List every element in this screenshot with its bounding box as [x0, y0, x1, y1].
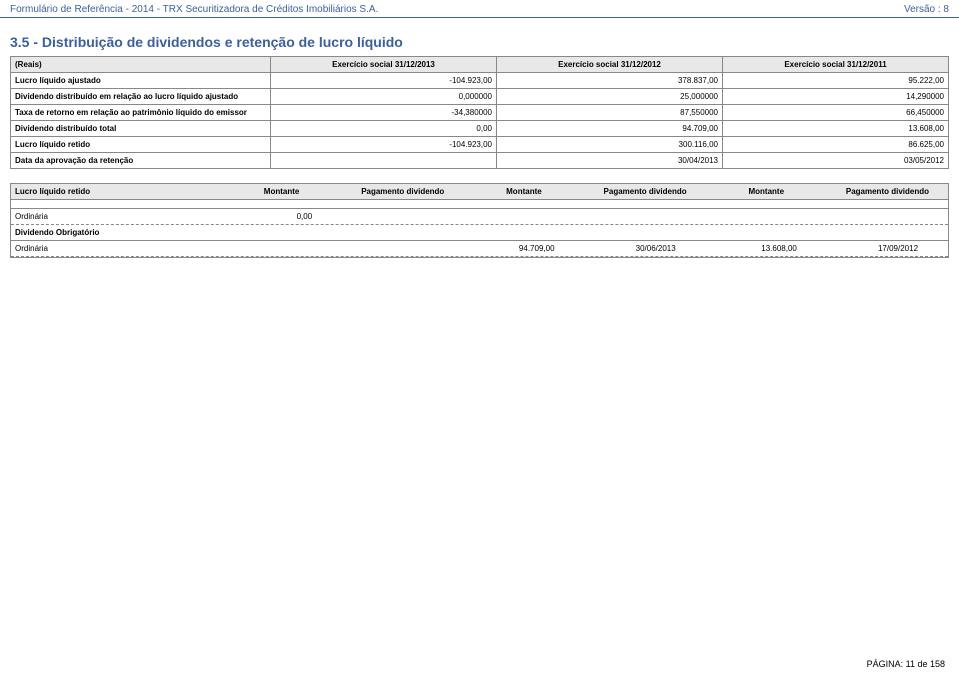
- cell: 87,550000: [497, 105, 723, 121]
- section-title: 3.5 - Distribuição de dividendos e reten…: [0, 18, 959, 56]
- retido-cell: [585, 209, 706, 224]
- retido-header-pagamento: Pagamento dividendo: [342, 184, 463, 199]
- retido-cell: [342, 209, 463, 224]
- retido-cell: [827, 209, 948, 224]
- retido-header-pagamento: Pagamento dividendo: [585, 184, 706, 199]
- cell: 94.709,00: [497, 121, 723, 137]
- table-row: Dividendo distribuído em relação ao lucr…: [11, 89, 949, 105]
- row-label: Lucro líquido ajustado: [11, 73, 271, 89]
- cell: 25,000000: [497, 89, 723, 105]
- cell: [271, 153, 497, 169]
- cell: 300.116,00: [497, 137, 723, 153]
- retido-header-montante: Montante: [221, 184, 342, 199]
- table-row: Dividendo distribuído total 0,00 94.709,…: [11, 121, 949, 137]
- cell: 03/05/2012: [723, 153, 949, 169]
- header-right: Versão : 8: [904, 4, 949, 15]
- table-header-row: (Reais) Exercício social 31/12/2013 Exer…: [11, 57, 949, 73]
- cell: 86.625,00: [723, 137, 949, 153]
- cell: 14,290000: [723, 89, 949, 105]
- header-left: Formulário de Referência - 2014 - TRX Se…: [10, 4, 378, 15]
- retido-cell: [463, 209, 584, 224]
- retido-row-dividendo-obrig: Dividendo Obrigatório: [11, 225, 948, 240]
- col-header-2013: Exercício social 31/12/2013: [271, 57, 497, 73]
- retido-label: Ordinária: [11, 241, 221, 256]
- cell: 66,450000: [723, 105, 949, 121]
- retido-body: Ordinária 0,00 Dividendo Obrigatório Ord…: [10, 200, 949, 258]
- col-header-2012: Exercício social 31/12/2012: [497, 57, 723, 73]
- cell: 378.837,00: [497, 73, 723, 89]
- retido-cell: 94.709,00: [463, 241, 584, 256]
- table-row: Lucro líquido ajustado -104.923,00 378.8…: [11, 73, 949, 89]
- retido-cell: [221, 241, 342, 256]
- retido-spacer: [11, 200, 948, 209]
- cell: 0,000000: [271, 89, 497, 105]
- row-label: Data da aprovação da retenção: [11, 153, 271, 169]
- cell: 0,00: [271, 121, 497, 137]
- retido-cell: 13.608,00: [706, 241, 827, 256]
- cell: -34,380000: [271, 105, 497, 121]
- col-header-2011: Exercício social 31/12/2011: [723, 57, 949, 73]
- retido-cell: [342, 241, 463, 256]
- retido-header-montante: Montante: [706, 184, 827, 199]
- row-label: Lucro líquido retido: [11, 137, 271, 153]
- retido-row-ordinaria-1: Ordinária 0,00: [11, 209, 948, 225]
- retido-cell: 30/06/2013: [585, 241, 706, 256]
- row-label: Dividendo distribuído em relação ao lucr…: [11, 89, 271, 105]
- table-row: Data da aprovação da retenção 30/04/2013…: [11, 153, 949, 169]
- retido-label: Ordinária: [11, 209, 221, 224]
- retido-cell: 0,00: [221, 209, 342, 224]
- cell: 95.222,00: [723, 73, 949, 89]
- retido-cell: [706, 209, 827, 224]
- retido-header-montante: Montante: [463, 184, 584, 199]
- row-label: Dividendo distribuído total: [11, 121, 271, 137]
- page-header: Formulário de Referência - 2014 - TRX Se…: [0, 0, 959, 18]
- cell: 30/04/2013: [497, 153, 723, 169]
- cell: -104.923,00: [271, 137, 497, 153]
- cell: 13.608,00: [723, 121, 949, 137]
- retido-row-ordinaria-2: Ordinária 94.709,00 30/06/2013 13.608,00…: [11, 240, 948, 257]
- col-header-reais: (Reais): [11, 57, 271, 73]
- retido-cell: 17/09/2012: [827, 241, 948, 256]
- retido-header: Lucro líquido retido Montante Pagamento …: [10, 183, 949, 200]
- table-row: Lucro líquido retido -104.923,00 300.116…: [11, 137, 949, 153]
- cell: -104.923,00: [271, 73, 497, 89]
- main-table: (Reais) Exercício social 31/12/2013 Exer…: [10, 56, 949, 169]
- table-row: Taxa de retorno em relação ao patrimônio…: [11, 105, 949, 121]
- row-label: Taxa de retorno em relação ao patrimônio…: [11, 105, 271, 121]
- retido-header-label: Lucro líquido retido: [11, 184, 221, 199]
- retido-header-pagamento: Pagamento dividendo: [827, 184, 948, 199]
- retido-label-dividendo-obrig: Dividendo Obrigatório: [11, 225, 221, 240]
- page-footer: PÁGINA: 11 de 158: [867, 659, 945, 669]
